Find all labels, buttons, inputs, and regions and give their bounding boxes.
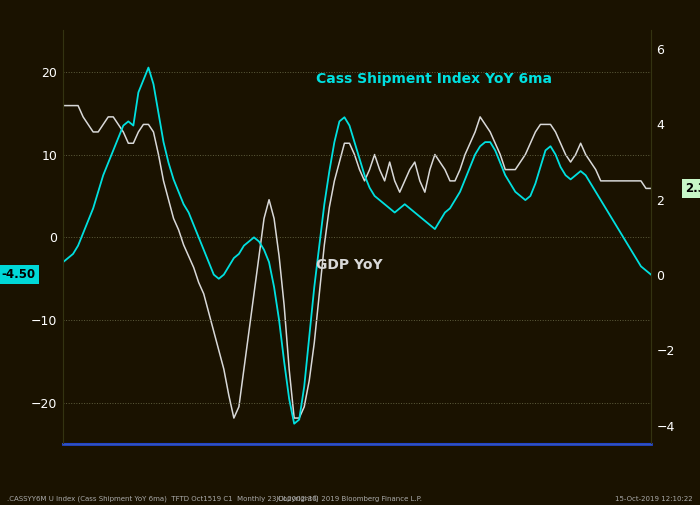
Text: Cass Shipment Index YoY 6ma: Cass Shipment Index YoY 6ma [316,72,552,86]
Text: -4.50: -4.50 [2,268,36,281]
Text: 15-Oct-2019 12:10:22: 15-Oct-2019 12:10:22 [615,496,693,502]
Text: Copyright© 2019 Bloomberg Finance L.P.: Copyright© 2019 Bloomberg Finance L.P. [278,496,422,502]
Text: GDP YoY: GDP YoY [316,258,382,272]
Text: .CASSYY6M U Index (Cass Shipment YoY 6ma)  TFTD Oct1519 C1  Monthly 23JUL2002-30: .CASSYY6M U Index (Cass Shipment YoY 6ma… [7,496,318,502]
Text: 2.3: 2.3 [685,182,700,195]
